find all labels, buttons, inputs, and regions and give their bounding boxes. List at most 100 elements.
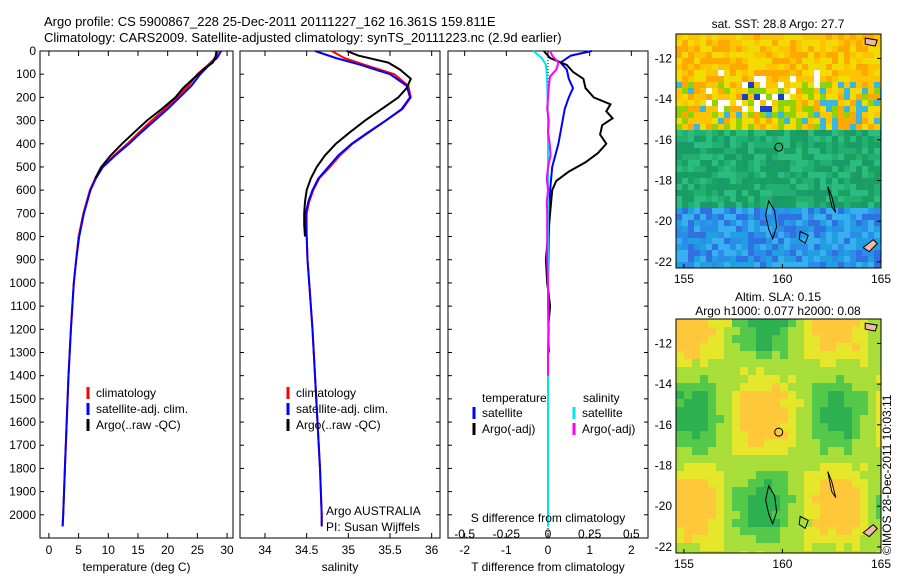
map-cell <box>820 439 828 447</box>
x-tick-label: 25 <box>191 543 205 557</box>
map-cell <box>748 343 756 351</box>
map-cell <box>868 256 874 262</box>
map-cell <box>676 327 684 335</box>
map-cell <box>862 52 868 58</box>
map-cell <box>838 178 844 184</box>
y-tick-label: 1400 <box>9 369 36 383</box>
map-cell <box>876 447 881 455</box>
map-cell <box>828 415 836 423</box>
map-cell <box>808 214 814 220</box>
map-cell <box>754 88 760 94</box>
map-cell <box>850 196 856 202</box>
map-cell <box>700 220 706 226</box>
sla-map-subtitle: Argo h1000: 0.077 h2000: 0.08 <box>695 304 861 318</box>
map-cell <box>742 64 748 70</box>
map-cell <box>856 124 862 130</box>
map-cell <box>682 118 688 124</box>
map-cell <box>700 511 708 519</box>
map-x-tick-label: 160 <box>772 272 792 286</box>
map-cell <box>694 94 700 100</box>
map-cell <box>736 256 742 262</box>
map-cell <box>856 262 862 268</box>
map-cell <box>874 88 880 94</box>
map-cell <box>844 226 850 232</box>
map-cell <box>808 94 814 100</box>
map-cell <box>874 136 880 142</box>
map-cell <box>718 100 724 106</box>
map-cell <box>874 238 880 244</box>
map-cell <box>802 136 808 142</box>
map-cell <box>684 399 692 407</box>
map-cell <box>832 202 838 208</box>
map-cell <box>684 551 692 553</box>
map-cell <box>844 232 850 238</box>
map-cell <box>736 106 742 112</box>
map-cell <box>766 208 772 214</box>
map-cell <box>700 479 708 487</box>
map-cell <box>708 383 716 391</box>
map-cell <box>804 367 812 375</box>
map-cell <box>772 166 778 172</box>
map-cell <box>772 118 778 124</box>
map-cell <box>784 142 790 148</box>
map-cell <box>812 431 820 439</box>
map-cell <box>796 527 804 535</box>
map-cell <box>784 112 790 118</box>
map-cell <box>712 94 718 100</box>
map-cell <box>676 238 682 244</box>
map-cell <box>784 160 790 166</box>
map-cell <box>850 136 856 142</box>
map-cell <box>754 226 760 232</box>
map-cell <box>716 479 724 487</box>
map-y-tick-label: -20 <box>655 214 673 228</box>
map-cell <box>808 40 814 46</box>
map-cell <box>730 136 736 142</box>
map-cell <box>850 178 856 184</box>
map-cell <box>868 431 876 439</box>
map-cell <box>688 82 694 88</box>
map-cell <box>706 190 712 196</box>
map-cell <box>790 202 796 208</box>
map-cell <box>700 262 706 268</box>
map-cell <box>820 519 828 527</box>
map-cell <box>812 447 820 455</box>
map-cell <box>694 184 700 190</box>
map-cell <box>868 196 874 202</box>
map-cell <box>748 82 754 88</box>
map-cell <box>688 166 694 172</box>
map-cell <box>736 202 742 208</box>
map-cell <box>856 154 862 160</box>
map-cell <box>748 208 754 214</box>
x-top-tick-label: -0.5 <box>454 527 475 541</box>
map-cell <box>826 76 832 82</box>
map-y-tick-label: -12 <box>655 51 673 65</box>
map-cell <box>756 543 764 551</box>
map-cell <box>852 423 860 431</box>
map-cell <box>868 511 876 519</box>
map-cell <box>784 172 790 178</box>
map-cell <box>694 34 700 40</box>
map-cell <box>836 383 844 391</box>
map-cell <box>780 439 788 447</box>
map-cell <box>812 519 820 527</box>
map-cell <box>788 455 796 463</box>
map-cell <box>742 130 748 136</box>
map-cell <box>838 184 844 190</box>
map-cell <box>730 100 736 106</box>
map-cell <box>684 511 692 519</box>
map-cell <box>874 196 880 202</box>
map-cell <box>820 479 828 487</box>
map-cell <box>718 88 724 94</box>
map-cell <box>740 375 748 383</box>
map-cell <box>876 551 881 553</box>
map-cell <box>772 136 778 142</box>
map-cell <box>826 82 832 88</box>
map-cell <box>684 327 692 335</box>
map-cell <box>772 154 778 160</box>
map-cell <box>820 471 828 479</box>
map-cell <box>736 118 742 124</box>
map-cell <box>772 447 780 455</box>
map-cell <box>700 375 708 383</box>
map-cell <box>718 130 724 136</box>
map-cell <box>780 319 788 327</box>
